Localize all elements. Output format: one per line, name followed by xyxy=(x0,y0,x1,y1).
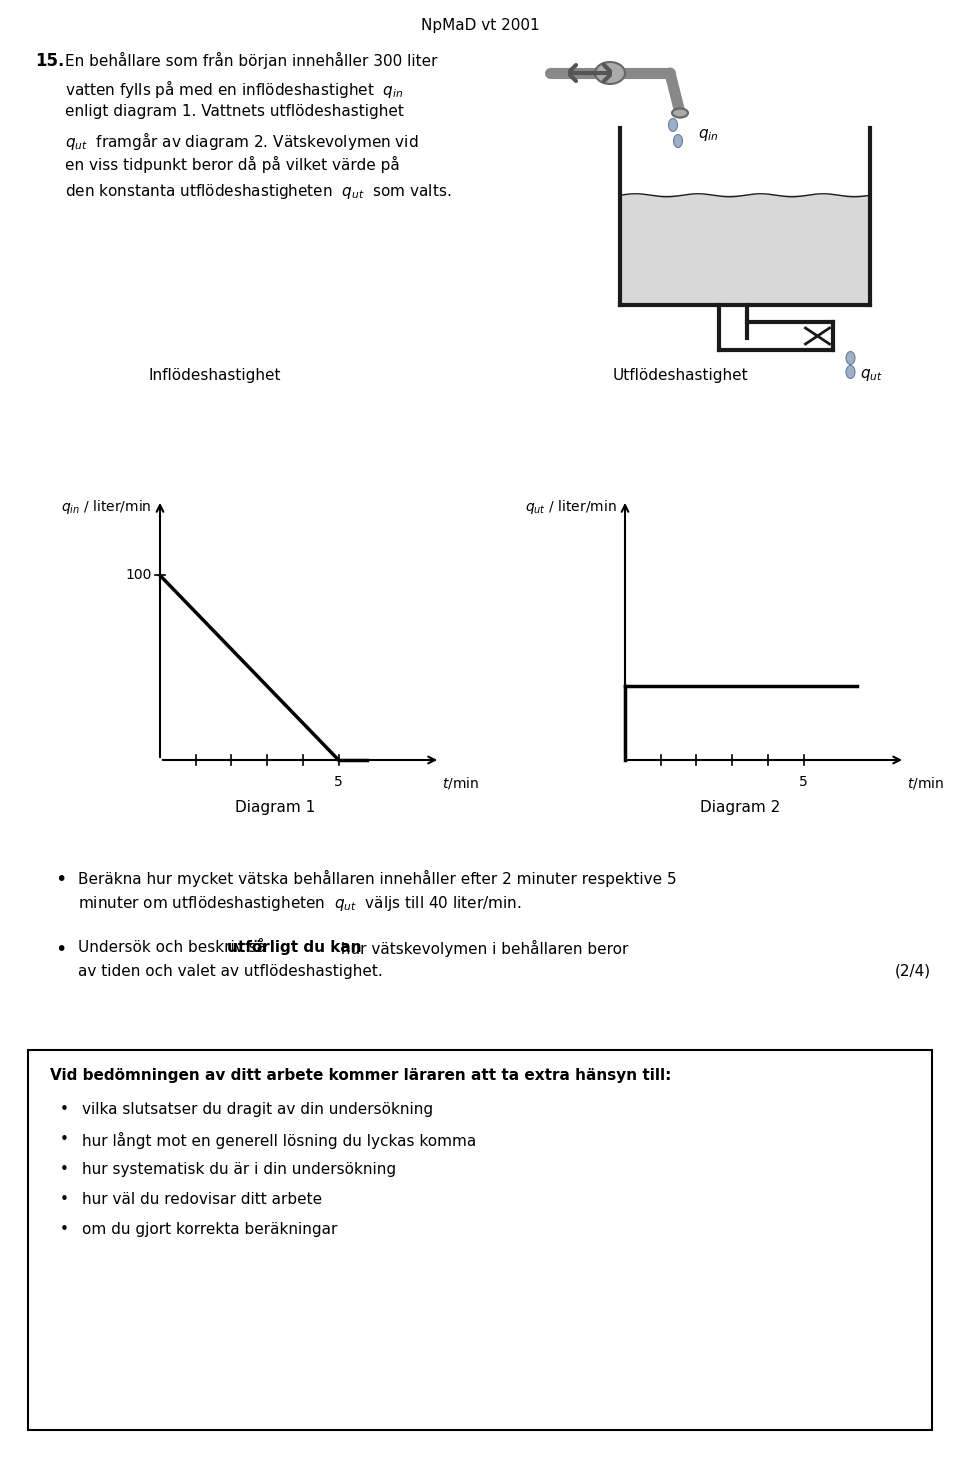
Text: hur långt mot en generell lösning du lyckas komma: hur långt mot en generell lösning du lyc… xyxy=(82,1132,476,1149)
Text: vatten fylls på med en inflödeshastighet  $q_{in}$: vatten fylls på med en inflödeshastighet… xyxy=(65,77,403,99)
Text: om du gjort korrekta beräkningar: om du gjort korrekta beräkningar xyxy=(82,1222,337,1237)
Ellipse shape xyxy=(668,118,678,132)
Ellipse shape xyxy=(674,135,683,148)
Ellipse shape xyxy=(846,351,855,364)
Text: vilka slutsatser du dragit av din undersökning: vilka slutsatser du dragit av din unders… xyxy=(82,1102,433,1117)
Text: $q_{ut}$: $q_{ut}$ xyxy=(860,367,883,383)
Text: 5: 5 xyxy=(799,775,808,789)
Text: •: • xyxy=(60,1102,69,1117)
Text: hur vätskevolymen i behållaren beror: hur vätskevolymen i behållaren beror xyxy=(336,940,628,958)
Text: Inflödeshastighet: Inflödeshastighet xyxy=(149,368,281,383)
Text: En behållare som från början innehåller 300 liter: En behållare som från början innehåller … xyxy=(65,53,438,69)
Text: $q_{in}$ / liter/min: $q_{in}$ / liter/min xyxy=(61,499,152,516)
Text: 5: 5 xyxy=(334,775,343,789)
Text: •: • xyxy=(60,1192,69,1208)
Text: NpMaD vt 2001: NpMaD vt 2001 xyxy=(420,18,540,34)
Text: (2/4): (2/4) xyxy=(895,963,931,980)
Text: $q_{in}$: $q_{in}$ xyxy=(698,127,719,143)
Text: Diagram 2: Diagram 2 xyxy=(700,800,780,814)
Text: $t$/min: $t$/min xyxy=(907,775,944,791)
Bar xyxy=(28,1050,932,1430)
Text: Diagram 1: Diagram 1 xyxy=(235,800,315,814)
Text: •: • xyxy=(55,940,66,959)
Text: 15.: 15. xyxy=(35,53,64,70)
Text: en viss tidpunkt beror då på vilket värde på: en viss tidpunkt beror då på vilket värd… xyxy=(65,156,399,173)
Text: 100: 100 xyxy=(126,569,152,582)
Text: $t$/min: $t$/min xyxy=(442,775,479,791)
Text: •: • xyxy=(60,1132,69,1148)
Text: den konstanta utflödeshastigheten  $q_{ut}$  som valts.: den konstanta utflödeshastigheten $q_{ut… xyxy=(65,181,451,200)
Text: Vid bedömningen av ditt arbete kommer läraren att ta extra hänsyn till:: Vid bedömningen av ditt arbete kommer lä… xyxy=(50,1069,671,1083)
Text: Undersök och beskriv så: Undersök och beskriv så xyxy=(78,940,271,955)
Text: enligt diagram 1. Vattnets utflödeshastighet: enligt diagram 1. Vattnets utflödeshasti… xyxy=(65,104,404,118)
Text: minuter om utflödeshastigheten  $q_{ut}$  väljs till 40 liter/min.: minuter om utflödeshastigheten $q_{ut}$ … xyxy=(78,893,521,912)
Text: hur systematisk du är i din undersökning: hur systematisk du är i din undersökning xyxy=(82,1162,396,1177)
Text: av tiden och valet av utflödeshastighet.: av tiden och valet av utflödeshastighet. xyxy=(78,963,383,980)
Text: •: • xyxy=(60,1222,69,1237)
Text: hur väl du redovisar ditt arbete: hur väl du redovisar ditt arbete xyxy=(82,1192,323,1208)
Ellipse shape xyxy=(846,366,855,379)
Text: Beräkna hur mycket vätska behållaren innehåller efter 2 minuter respektive 5: Beräkna hur mycket vätska behållaren inn… xyxy=(78,870,677,887)
Text: $q_{ut}$ / liter/min: $q_{ut}$ / liter/min xyxy=(525,499,617,516)
Text: •: • xyxy=(55,870,66,889)
Bar xyxy=(620,196,870,306)
Text: utförligt du kan: utförligt du kan xyxy=(227,940,361,955)
Text: $q_{ut}$  framgår av diagram 2. Vätskevolymen vid: $q_{ut}$ framgår av diagram 2. Vätskevol… xyxy=(65,130,419,152)
Ellipse shape xyxy=(672,108,688,117)
Text: Utflödeshastighet: Utflödeshastighet xyxy=(612,368,748,383)
Text: •: • xyxy=(60,1162,69,1177)
Ellipse shape xyxy=(595,61,625,83)
